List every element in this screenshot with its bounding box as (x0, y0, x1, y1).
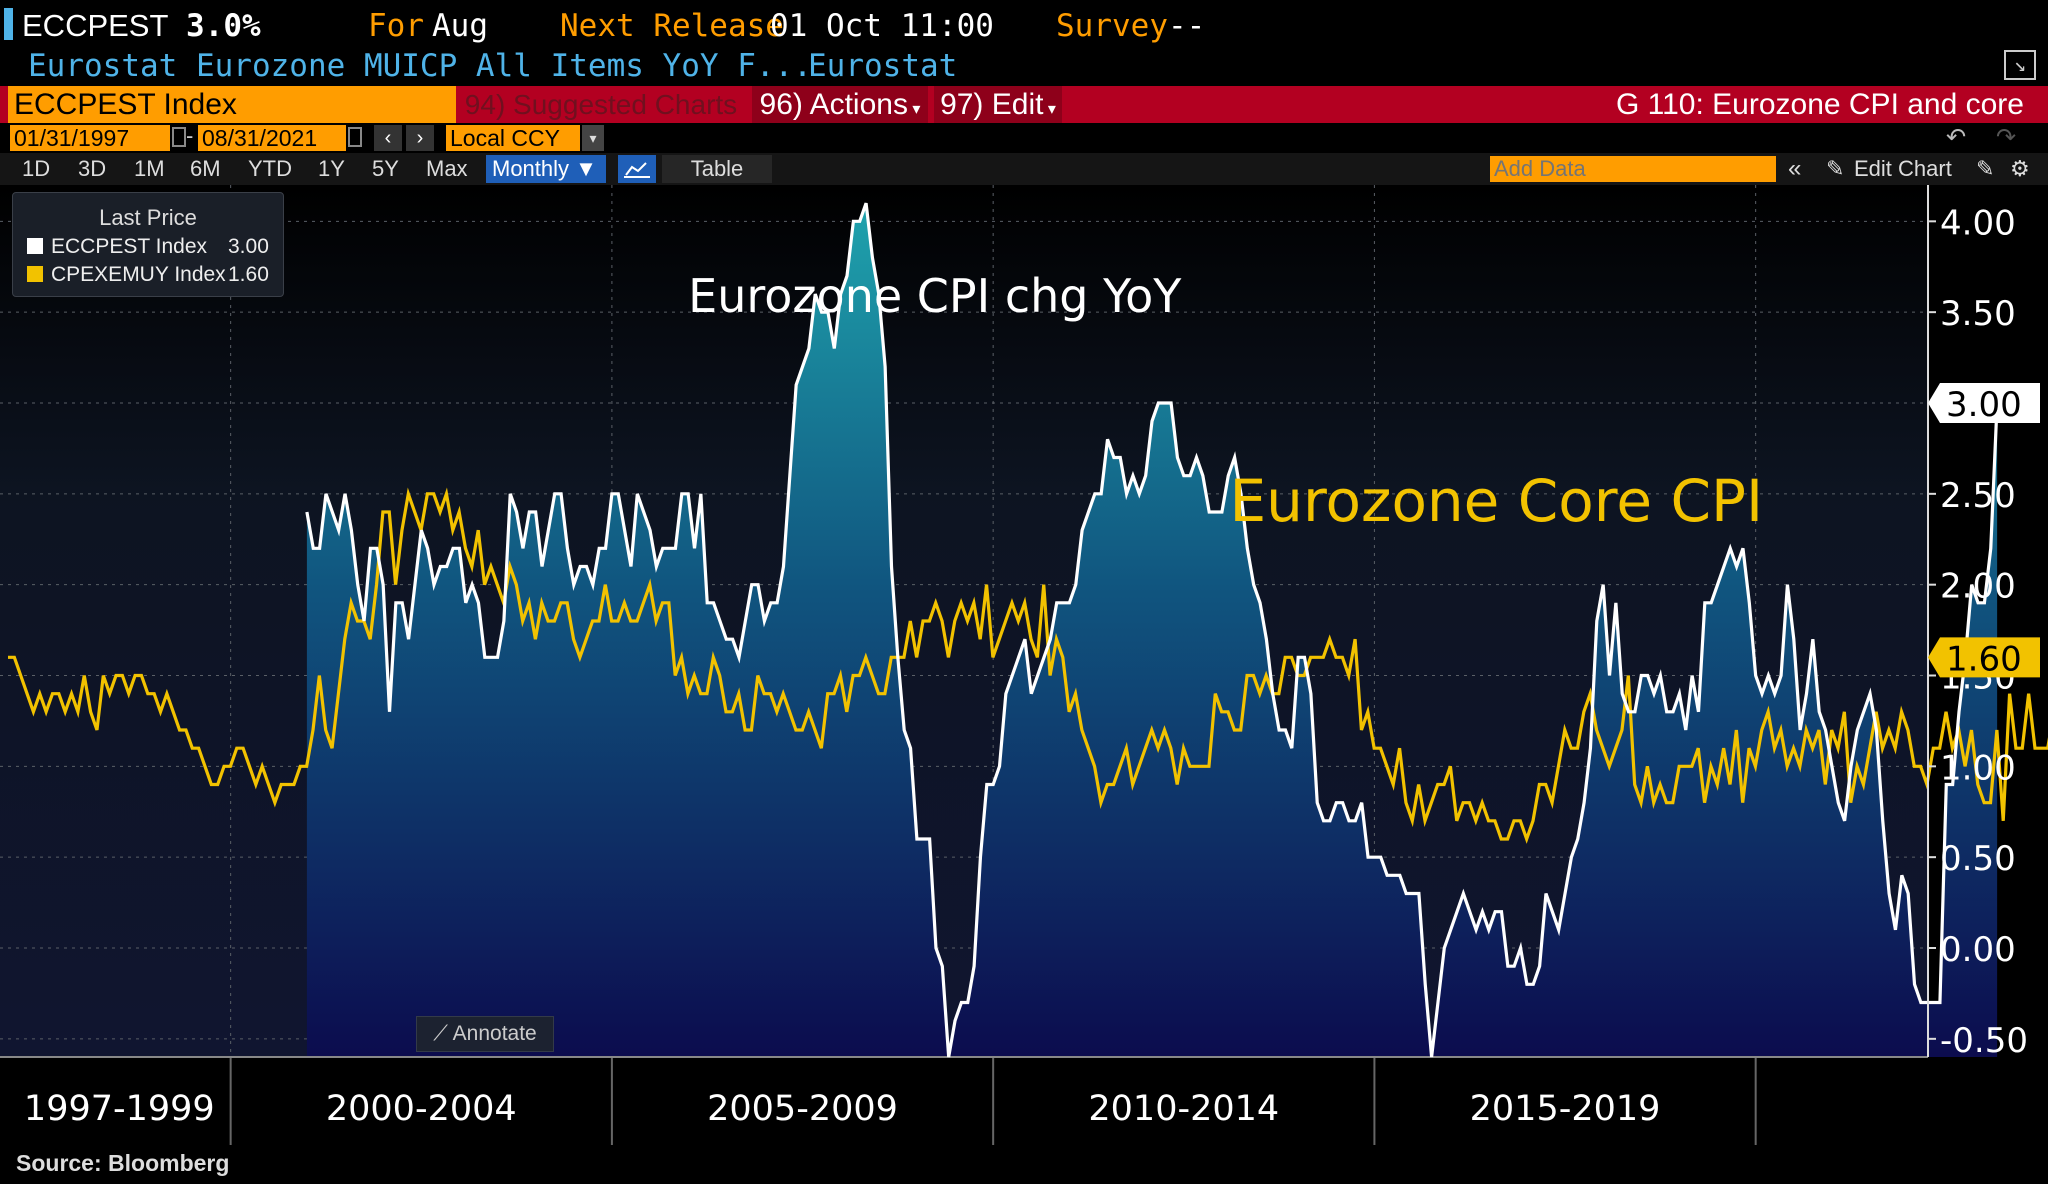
collapse-icon[interactable]: « (1788, 155, 1802, 182)
calendar-icon[interactable] (172, 127, 186, 147)
for-label: For (368, 8, 424, 44)
pencil-icon[interactable]: ✎ (1826, 156, 1845, 181)
range-1d[interactable]: 1D (22, 156, 51, 181)
y-tick-label: 0.00 (1940, 930, 2016, 970)
period-axis: 1997-1999 2000-2004 2005-2009 2010-2014 2015… (0, 1056, 1928, 1145)
add-data-input[interactable] (1490, 156, 1776, 182)
legend-label: ECCPEST Index (51, 235, 208, 258)
edit-chart-button[interactable]: Edit Chart (1854, 156, 1952, 181)
legend-item-core[interactable]: CPEXEMUY Index (27, 263, 226, 287)
suggested-charts-button[interactable]: 94) Suggested Charts (464, 89, 738, 120)
security-field[interactable]: ECCPEST Index (8, 86, 456, 123)
chevron-right-icon[interactable]: › (406, 125, 434, 151)
actions-menu[interactable]: 96) Actions ▾ (752, 86, 928, 123)
line-chart-icon[interactable] (618, 155, 656, 183)
last-value: 3.0% (186, 8, 261, 44)
security-header: ECCPEST 3.0% For Aug Next Release 01 Oct… (0, 0, 2048, 50)
date-range-bar: 01/31/1997 - 08/31/2021 ‹ › Local CCY ▾ … (0, 123, 2048, 153)
popout-icon[interactable]: ↘ (2004, 50, 2036, 80)
for-value: Aug (432, 8, 488, 44)
legend-label: CPEXEMUY Index (51, 263, 226, 286)
edit-icon[interactable]: ✎ (1976, 156, 1995, 181)
y-tick-label: 2.50 (1940, 476, 2016, 516)
legend-swatch (27, 266, 43, 282)
period-label: 1997-1999 (24, 1089, 215, 1129)
undo-icon[interactable]: ↶ (1946, 124, 1967, 151)
gear-icon[interactable]: ⚙ (2010, 156, 2030, 181)
next-release-value: 01 Oct 11:00 (770, 8, 994, 44)
chart-title: G 110: Eurozone CPI and core (1615, 88, 2024, 121)
period-label: 2005-2009 (707, 1089, 898, 1129)
pencil-icon: ⟋ (433, 1022, 453, 1045)
range-max[interactable]: Max (426, 156, 468, 181)
chevron-down-icon: ▾ (1043, 101, 1056, 118)
chevron-down-icon: ▼ (569, 156, 597, 181)
headline-cpi-area (306, 203, 1998, 1057)
y-tick-label: -0.50 (1940, 1021, 2028, 1061)
range-ytd[interactable]: YTD (248, 156, 292, 181)
date-separator: - (186, 123, 194, 148)
chevron-left-icon[interactable]: ‹ (374, 125, 402, 151)
legend-value: 1.60 (228, 263, 269, 286)
period-label: 2000-2004 (326, 1089, 517, 1129)
headline-cpi-line[interactable] (305, 202, 1999, 1058)
data-source-name: Eurostat (808, 48, 958, 84)
edit-menu[interactable]: 97) Edit ▾ (934, 86, 1062, 123)
last-value-tags: 3.00 1.60 (1928, 383, 2040, 679)
legend-swatch (27, 238, 43, 254)
end-date-input[interactable]: 08/31/2021 (198, 125, 346, 151)
svg-text:3.00: 3.00 (1946, 385, 2022, 425)
source-note: Source: Bloomberg (16, 1150, 230, 1176)
headline-annotation: Eurozone CPI chg YoY (688, 269, 1182, 323)
table-button[interactable]: Table (662, 155, 772, 183)
y-tick-label: 3.50 (1940, 294, 2016, 334)
range-3d[interactable]: 3D (78, 156, 107, 181)
frequency-label: Monthly (492, 156, 570, 181)
command-bar: ECCPEST Index 94) Suggested Charts 96) A… (0, 86, 2048, 123)
currency-select[interactable]: Local CCY (446, 125, 580, 151)
start-date-input[interactable]: 01/31/1997 (10, 125, 170, 151)
annotate-button[interactable]: ⟋ Annotate (416, 1016, 554, 1052)
period-label: 2010-2014 (1088, 1089, 1279, 1129)
survey-value: -- (1168, 8, 1206, 44)
legend-item-headline[interactable]: ECCPEST Index (27, 235, 207, 259)
edit-label: 97) Edit (940, 88, 1044, 121)
headline-last-tag: 3.00 (1928, 383, 2040, 425)
y-tick-label: 0.50 (1940, 839, 2016, 879)
next-release-label: Next Release (560, 8, 784, 44)
chart-canvas[interactable]: 1997-1999 2000-2004 2005-2009 2010-2014 2015… (0, 185, 2048, 1184)
security-description: Eurostat Eurozone MUICP All Items YoY F.… (28, 48, 812, 84)
frequency-select[interactable]: Monthly ▼ (486, 155, 606, 183)
survey-label: Survey (1056, 8, 1168, 44)
annotate-label: Annotate (452, 1022, 537, 1045)
security-description-row: Eurostat Eurozone MUICP All Items YoY F.… (0, 48, 2048, 88)
core-cpi-line[interactable] (8, 487, 2048, 912)
range-toolbar: 1D 3D 1M 6M YTD 1Y 5Y Max Monthly ▼ Tabl… (0, 153, 2048, 185)
actions-label: 96) Actions (759, 88, 908, 121)
legend-title: Last Price (99, 205, 197, 230)
calendar-icon[interactable] (348, 127, 362, 147)
core-annotation: Eurozone Core CPI (1230, 467, 1764, 535)
y-tick-label: 2.00 (1940, 567, 2016, 607)
redo-icon[interactable]: ↷ (1996, 124, 2017, 151)
ticker-marker (4, 8, 13, 40)
svg-text:1.60: 1.60 (1946, 639, 2022, 679)
core-last-tag: 1.60 (1928, 637, 2040, 679)
legend-value: 3.00 (228, 235, 269, 258)
chevron-down-icon[interactable]: ▾ (582, 125, 604, 151)
range-1y[interactable]: 1Y (318, 156, 345, 181)
y-tick-label: 1.00 (1940, 748, 2016, 788)
period-label: 2015-2019 (1470, 1089, 1661, 1129)
range-6m[interactable]: 6M (190, 156, 221, 181)
chevron-down-icon: ▾ (907, 101, 921, 118)
legend[interactable]: Last Price ECCPEST Index 3.00 CPEXEMUY I… (12, 192, 284, 297)
y-tick-label: 4.00 (1940, 203, 2016, 243)
range-5y[interactable]: 5Y (372, 156, 399, 181)
range-1m[interactable]: 1M (134, 156, 165, 181)
ticker[interactable]: ECCPEST (22, 8, 169, 43)
